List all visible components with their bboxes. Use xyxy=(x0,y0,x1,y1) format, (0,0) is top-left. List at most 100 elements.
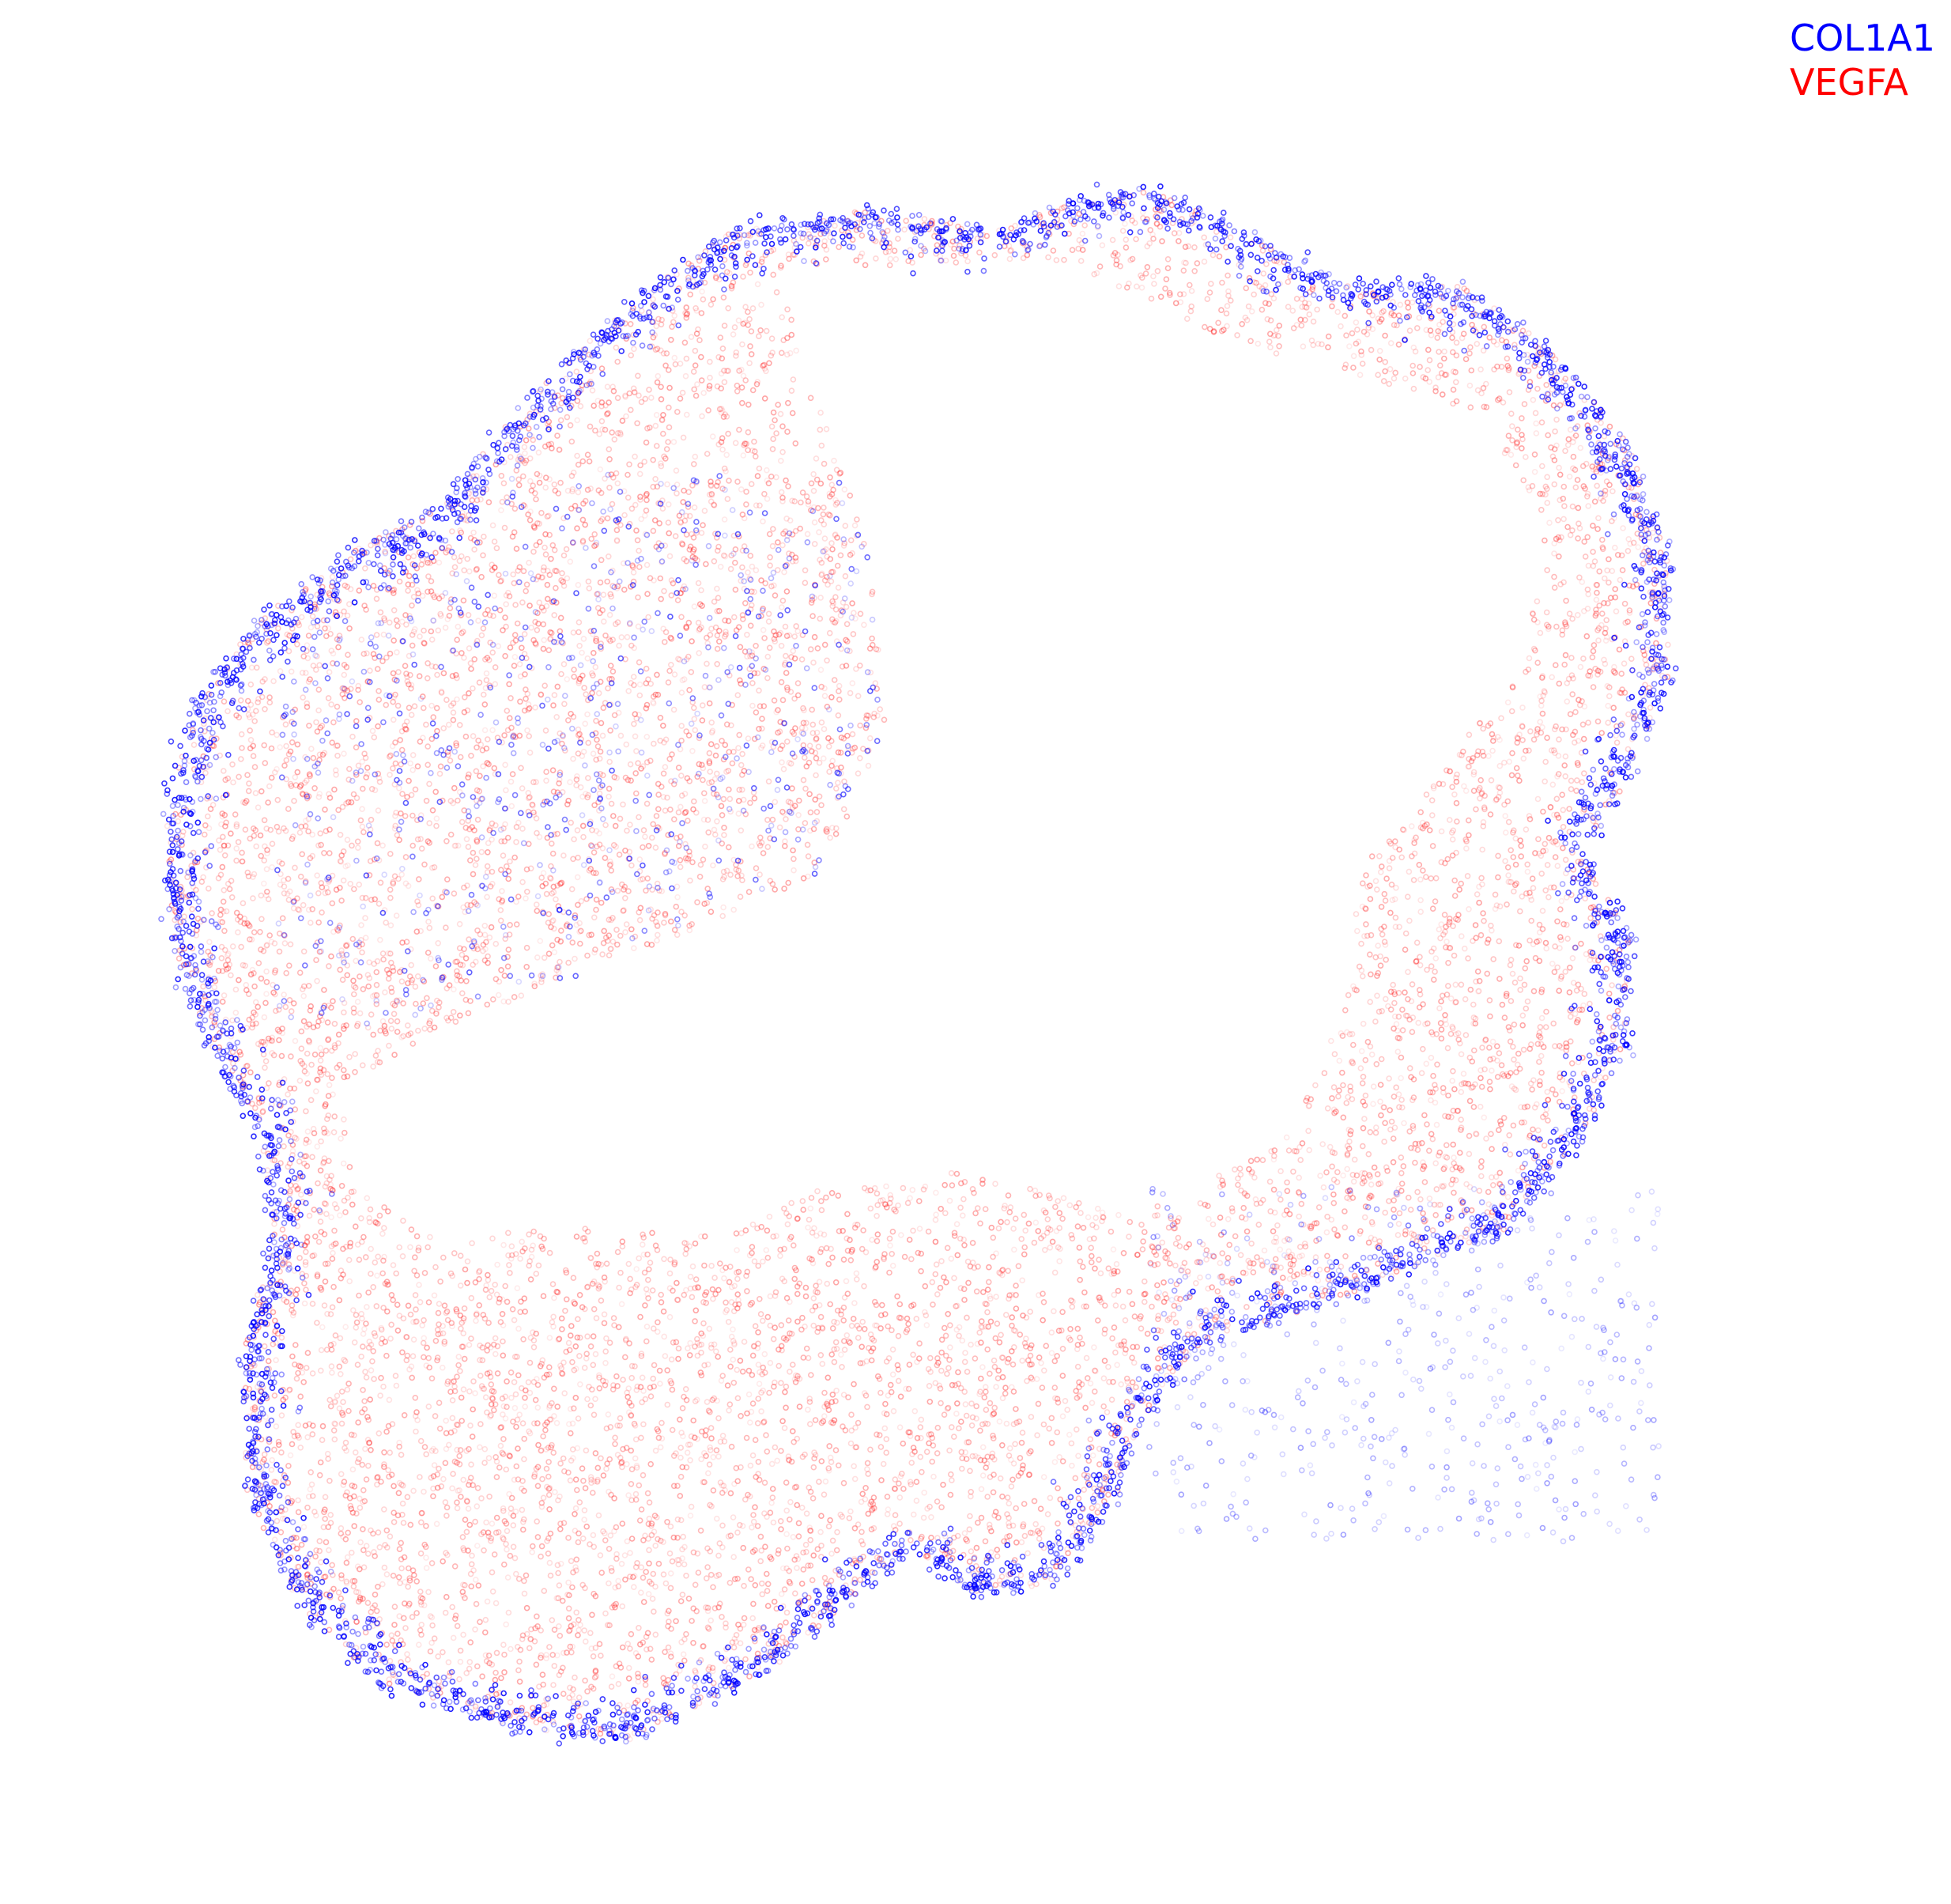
scatter-point xyxy=(1526,999,1530,1004)
scatter-point xyxy=(354,745,359,750)
scatter-point xyxy=(349,843,354,848)
scatter-point xyxy=(623,1577,628,1582)
scatter-point xyxy=(516,1668,521,1672)
scatter-point xyxy=(1488,1087,1492,1092)
scatter-point xyxy=(1020,1358,1025,1363)
scatter-point xyxy=(1561,485,1566,489)
scatter-point xyxy=(289,1453,293,1458)
scatter-point xyxy=(952,254,957,259)
scatter-point xyxy=(461,1632,466,1637)
scatter-point xyxy=(692,604,696,609)
scatter-point xyxy=(737,318,742,323)
scatter-point xyxy=(1089,1381,1093,1386)
scatter-point xyxy=(483,932,488,937)
scatter-point xyxy=(1365,1040,1370,1045)
scatter-point xyxy=(534,628,539,633)
scatter-point xyxy=(389,1293,394,1298)
scatter-point xyxy=(335,705,340,709)
scatter-point xyxy=(735,479,740,484)
scatter-point xyxy=(656,792,661,797)
scatter-point xyxy=(545,583,549,587)
scatter-point xyxy=(1421,1211,1425,1216)
scatter-point xyxy=(1011,1362,1016,1367)
scatter-point xyxy=(636,761,640,765)
scatter-point xyxy=(274,825,279,829)
scatter-point xyxy=(1391,1207,1396,1212)
scatter-point xyxy=(455,697,459,702)
scatter-point xyxy=(1508,848,1513,852)
scatter-point xyxy=(749,1525,754,1530)
scatter-point xyxy=(607,786,612,791)
scatter-point xyxy=(532,1345,537,1350)
scatter-point xyxy=(1440,829,1444,833)
scatter-point xyxy=(496,644,500,648)
scatter-point xyxy=(689,670,693,674)
scatter-point xyxy=(880,1303,885,1308)
scatter-point xyxy=(572,957,577,961)
scatter-point xyxy=(662,920,666,925)
scatter-point xyxy=(1232,1167,1237,1172)
scatter-point xyxy=(723,517,727,522)
scatter-point xyxy=(1583,554,1588,559)
scatter-point xyxy=(1550,1087,1555,1092)
scatter-point xyxy=(1321,1185,1326,1190)
scatter-point xyxy=(1398,302,1402,307)
scatter-point xyxy=(818,595,823,600)
scatter-point xyxy=(1523,749,1528,754)
scatter-point xyxy=(274,1424,278,1429)
scatter-point xyxy=(850,1324,855,1328)
scatter-point xyxy=(598,580,603,585)
scatter-point xyxy=(623,1354,628,1359)
scatter-point xyxy=(1368,1130,1372,1135)
scatter-point xyxy=(958,1205,963,1210)
scatter-point xyxy=(514,1392,519,1396)
scatter-point xyxy=(511,1307,515,1312)
scatter-point xyxy=(960,1467,964,1471)
scatter-point xyxy=(748,553,753,558)
scatter-point xyxy=(798,1404,802,1409)
scatter-point xyxy=(700,297,705,302)
scatter-point xyxy=(542,1589,546,1593)
scatter-point xyxy=(1431,1228,1436,1233)
scatter-point xyxy=(1003,1385,1008,1390)
scatter-point xyxy=(368,1271,373,1276)
scatter-point xyxy=(1380,932,1385,937)
scatter-point xyxy=(296,1422,300,1427)
scatter-point xyxy=(615,943,620,947)
scatter-point xyxy=(1477,1188,1481,1193)
scatter-point xyxy=(1233,1234,1238,1239)
scatter-point xyxy=(711,559,716,564)
scatter-point xyxy=(809,708,814,712)
scatter-point xyxy=(1455,801,1459,806)
scatter-point xyxy=(1568,427,1573,432)
scatter-point xyxy=(1538,1025,1542,1029)
scatter-point xyxy=(843,574,847,579)
scatter-point xyxy=(396,1490,401,1495)
scatter-point xyxy=(423,1271,428,1275)
scatter-point xyxy=(968,1514,972,1519)
scatter-point xyxy=(1625,549,1630,553)
scatter-point xyxy=(1285,1188,1289,1193)
scatter-point xyxy=(1553,663,1558,667)
scatter-point xyxy=(673,672,677,677)
scatter-point xyxy=(451,987,456,992)
scatter-point xyxy=(353,1052,357,1056)
scatter-point xyxy=(1343,1008,1348,1013)
scatter-point xyxy=(270,776,274,780)
scatter-point xyxy=(500,1312,505,1317)
scatter-point xyxy=(330,999,335,1003)
scatter-point xyxy=(1391,983,1395,988)
scatter-point xyxy=(1564,599,1568,603)
scatter-point xyxy=(1666,642,1670,647)
scatter-point xyxy=(371,1033,375,1037)
scatter-point xyxy=(658,716,662,720)
scatter-point xyxy=(599,901,604,905)
scatter-point xyxy=(933,1272,938,1277)
scatter-point xyxy=(337,1298,342,1302)
scatter-point xyxy=(453,1564,458,1569)
scatter-point xyxy=(765,676,770,681)
scatter-point xyxy=(711,1488,715,1493)
scatter-point xyxy=(239,945,243,950)
scatter-point xyxy=(1379,1057,1384,1062)
scatter-point xyxy=(267,933,272,938)
